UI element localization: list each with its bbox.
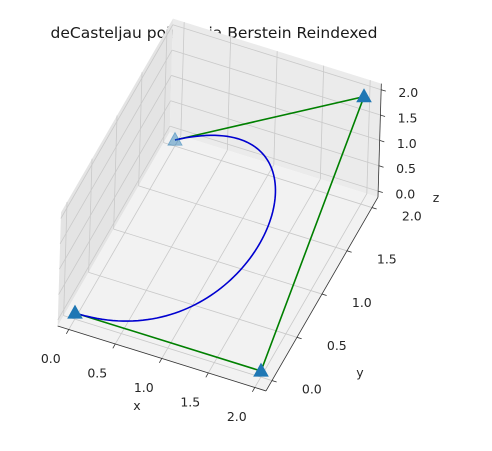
gridline	[171, 75, 380, 141]
tick-labels: 0.0 0.5 1.0 1.5 2.0 0.0 0.5 1.0 1.5 2.0 0.0 0.5 1.0 1…	[41, 85, 422, 424]
gridline	[57, 125, 171, 321]
gridline	[58, 75, 172, 270]
x-tick	[112, 343, 116, 349]
x-tick-label: 0.0	[41, 351, 61, 366]
bezier-curve	[74, 134, 277, 322]
control-point-marker	[67, 304, 83, 319]
x-tick-label: 2.0	[227, 409, 247, 424]
x-tick	[205, 372, 209, 378]
gridline	[59, 49, 173, 245]
z-tick-label: 0.5	[396, 161, 416, 176]
x-tick-label: 1.5	[180, 394, 200, 409]
x-axis-label: x	[133, 398, 140, 413]
plot-series	[67, 88, 372, 377]
gridline	[63, 315, 273, 381]
y-tick-label: 0.0	[302, 381, 322, 396]
y-tick	[321, 293, 327, 296]
x-tick	[65, 329, 70, 334]
z-tick-label: 2.0	[398, 85, 418, 100]
gridline	[58, 100, 171, 295]
z-axis-label: z	[433, 190, 440, 205]
z-tick-label: 1.0	[397, 136, 417, 151]
control-point-marker	[167, 131, 183, 146]
gridline	[113, 228, 323, 295]
y-tick-label: 2.0	[402, 208, 422, 223]
z-tick-label: 1.5	[398, 111, 418, 126]
z-tick-label: 0.0	[395, 187, 415, 202]
z-tick	[379, 140, 385, 143]
gridline	[170, 100, 380, 167]
y-axis-label: y	[356, 365, 364, 380]
y-tick	[296, 336, 302, 340]
y-tick	[271, 380, 277, 383]
gridline	[88, 271, 298, 338]
x-tick-label: 1.0	[134, 380, 154, 395]
control-point-marker	[356, 88, 372, 103]
y-tick-label: 1.5	[377, 252, 397, 267]
gridline	[172, 24, 382, 91]
z-tick	[380, 114, 386, 117]
tick-marks	[65, 89, 386, 392]
z-tick	[381, 89, 386, 92]
y-tick-label: 0.5	[327, 338, 347, 353]
z-tick	[378, 190, 383, 193]
control-point-marker	[253, 362, 269, 377]
y-tick	[371, 207, 377, 210]
gridline	[60, 24, 174, 219]
x-tick	[251, 387, 256, 392]
z-tick	[378, 165, 384, 168]
gridline	[163, 142, 373, 208]
gridline	[169, 125, 379, 192]
x-tick	[158, 358, 163, 363]
control-polygon	[74, 95, 366, 372]
gridline	[138, 185, 348, 252]
y-tick-label: 1.0	[352, 295, 372, 310]
x-tick-label: 0.5	[87, 365, 107, 380]
y-tick	[346, 250, 352, 253]
grid-lines	[57, 22, 382, 388]
gridline	[171, 49, 381, 116]
